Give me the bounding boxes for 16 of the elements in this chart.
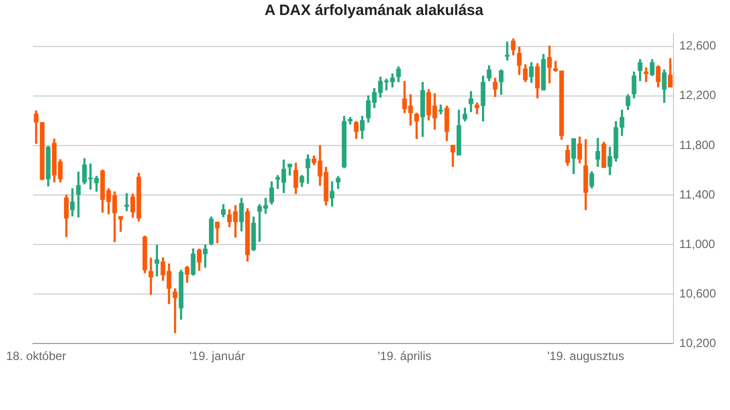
candlestick [124, 193, 130, 212]
y-tick-label: 12,600 [679, 38, 716, 53]
chart-title: A DAX árfolyamának alakulása [264, 2, 484, 20]
y-tick-label: 11,800 [679, 138, 716, 152]
x-tick-label: '19. augusztus [547, 349, 624, 364]
x-tick-label: 18. október [6, 349, 66, 364]
y-tick-label: 10,600 [679, 286, 716, 300]
x-tick-label: '19. január [189, 349, 246, 364]
y-tick-label: 12,200 [679, 88, 716, 102]
y-tick-label: 11,400 [679, 187, 716, 202]
y-tick-label: 10,200 [679, 336, 716, 350]
candlestick [438, 104, 444, 114]
x-tick-label: '19. április [378, 349, 432, 364]
candlestick [504, 42, 510, 60]
candlestick [118, 216, 124, 232]
y-tick-label: 11,000 [679, 236, 716, 251]
